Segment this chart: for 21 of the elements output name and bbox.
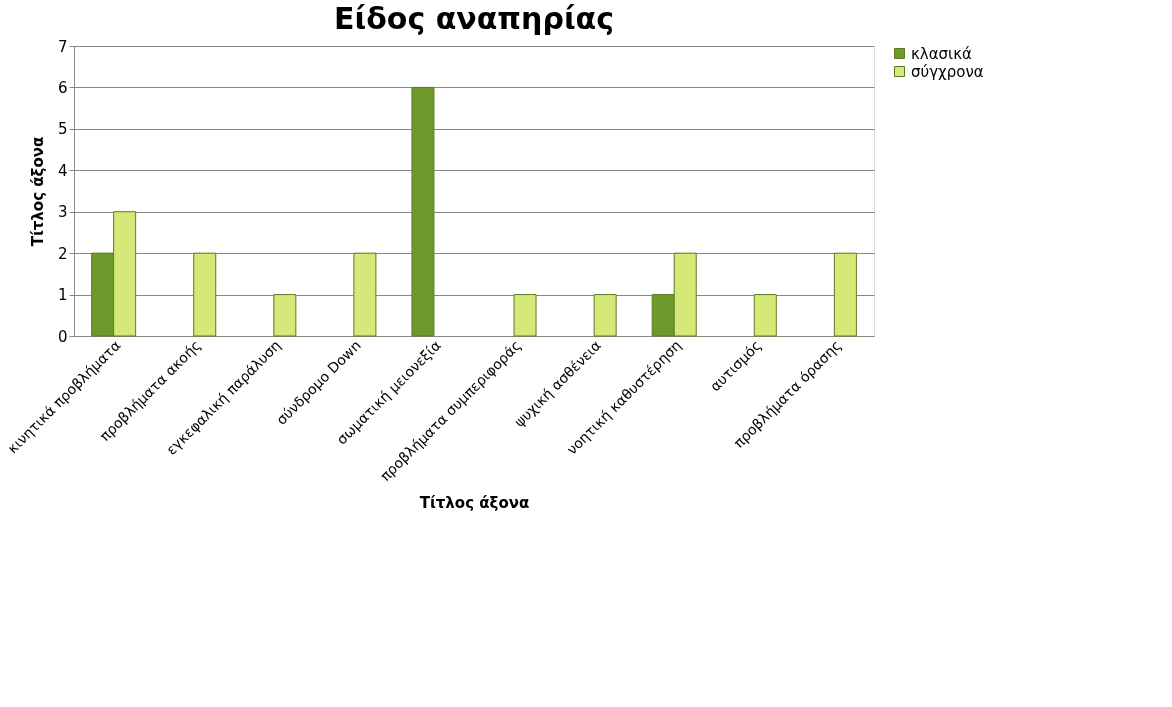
bar: [833, 252, 857, 337]
y-tick-label: 5: [57, 120, 68, 139]
chart-title: Είδος αναπηρίας: [334, 1, 614, 36]
legend-label: κλασικά: [911, 44, 973, 63]
y-tick-label: 2: [57, 244, 68, 263]
bar: [593, 294, 617, 337]
y-tick-label: 3: [57, 203, 68, 222]
bar: [411, 86, 435, 337]
y-tick-label: 1: [57, 286, 68, 305]
y-axis-title: Τίτλος άξονα: [28, 136, 47, 247]
bar: [193, 252, 217, 337]
bar: [353, 252, 377, 337]
bar: [513, 294, 537, 337]
y-tick-label: 0: [57, 327, 68, 346]
x-axis-title: Τίτλος άξονα: [419, 494, 530, 513]
bar: [273, 294, 297, 337]
y-tick-label: 6: [57, 78, 68, 97]
y-tick-label: 4: [57, 161, 68, 180]
bar: [753, 294, 777, 337]
y-tick-label: 7: [57, 37, 68, 56]
legend-label: σύγχρονα: [911, 62, 984, 81]
